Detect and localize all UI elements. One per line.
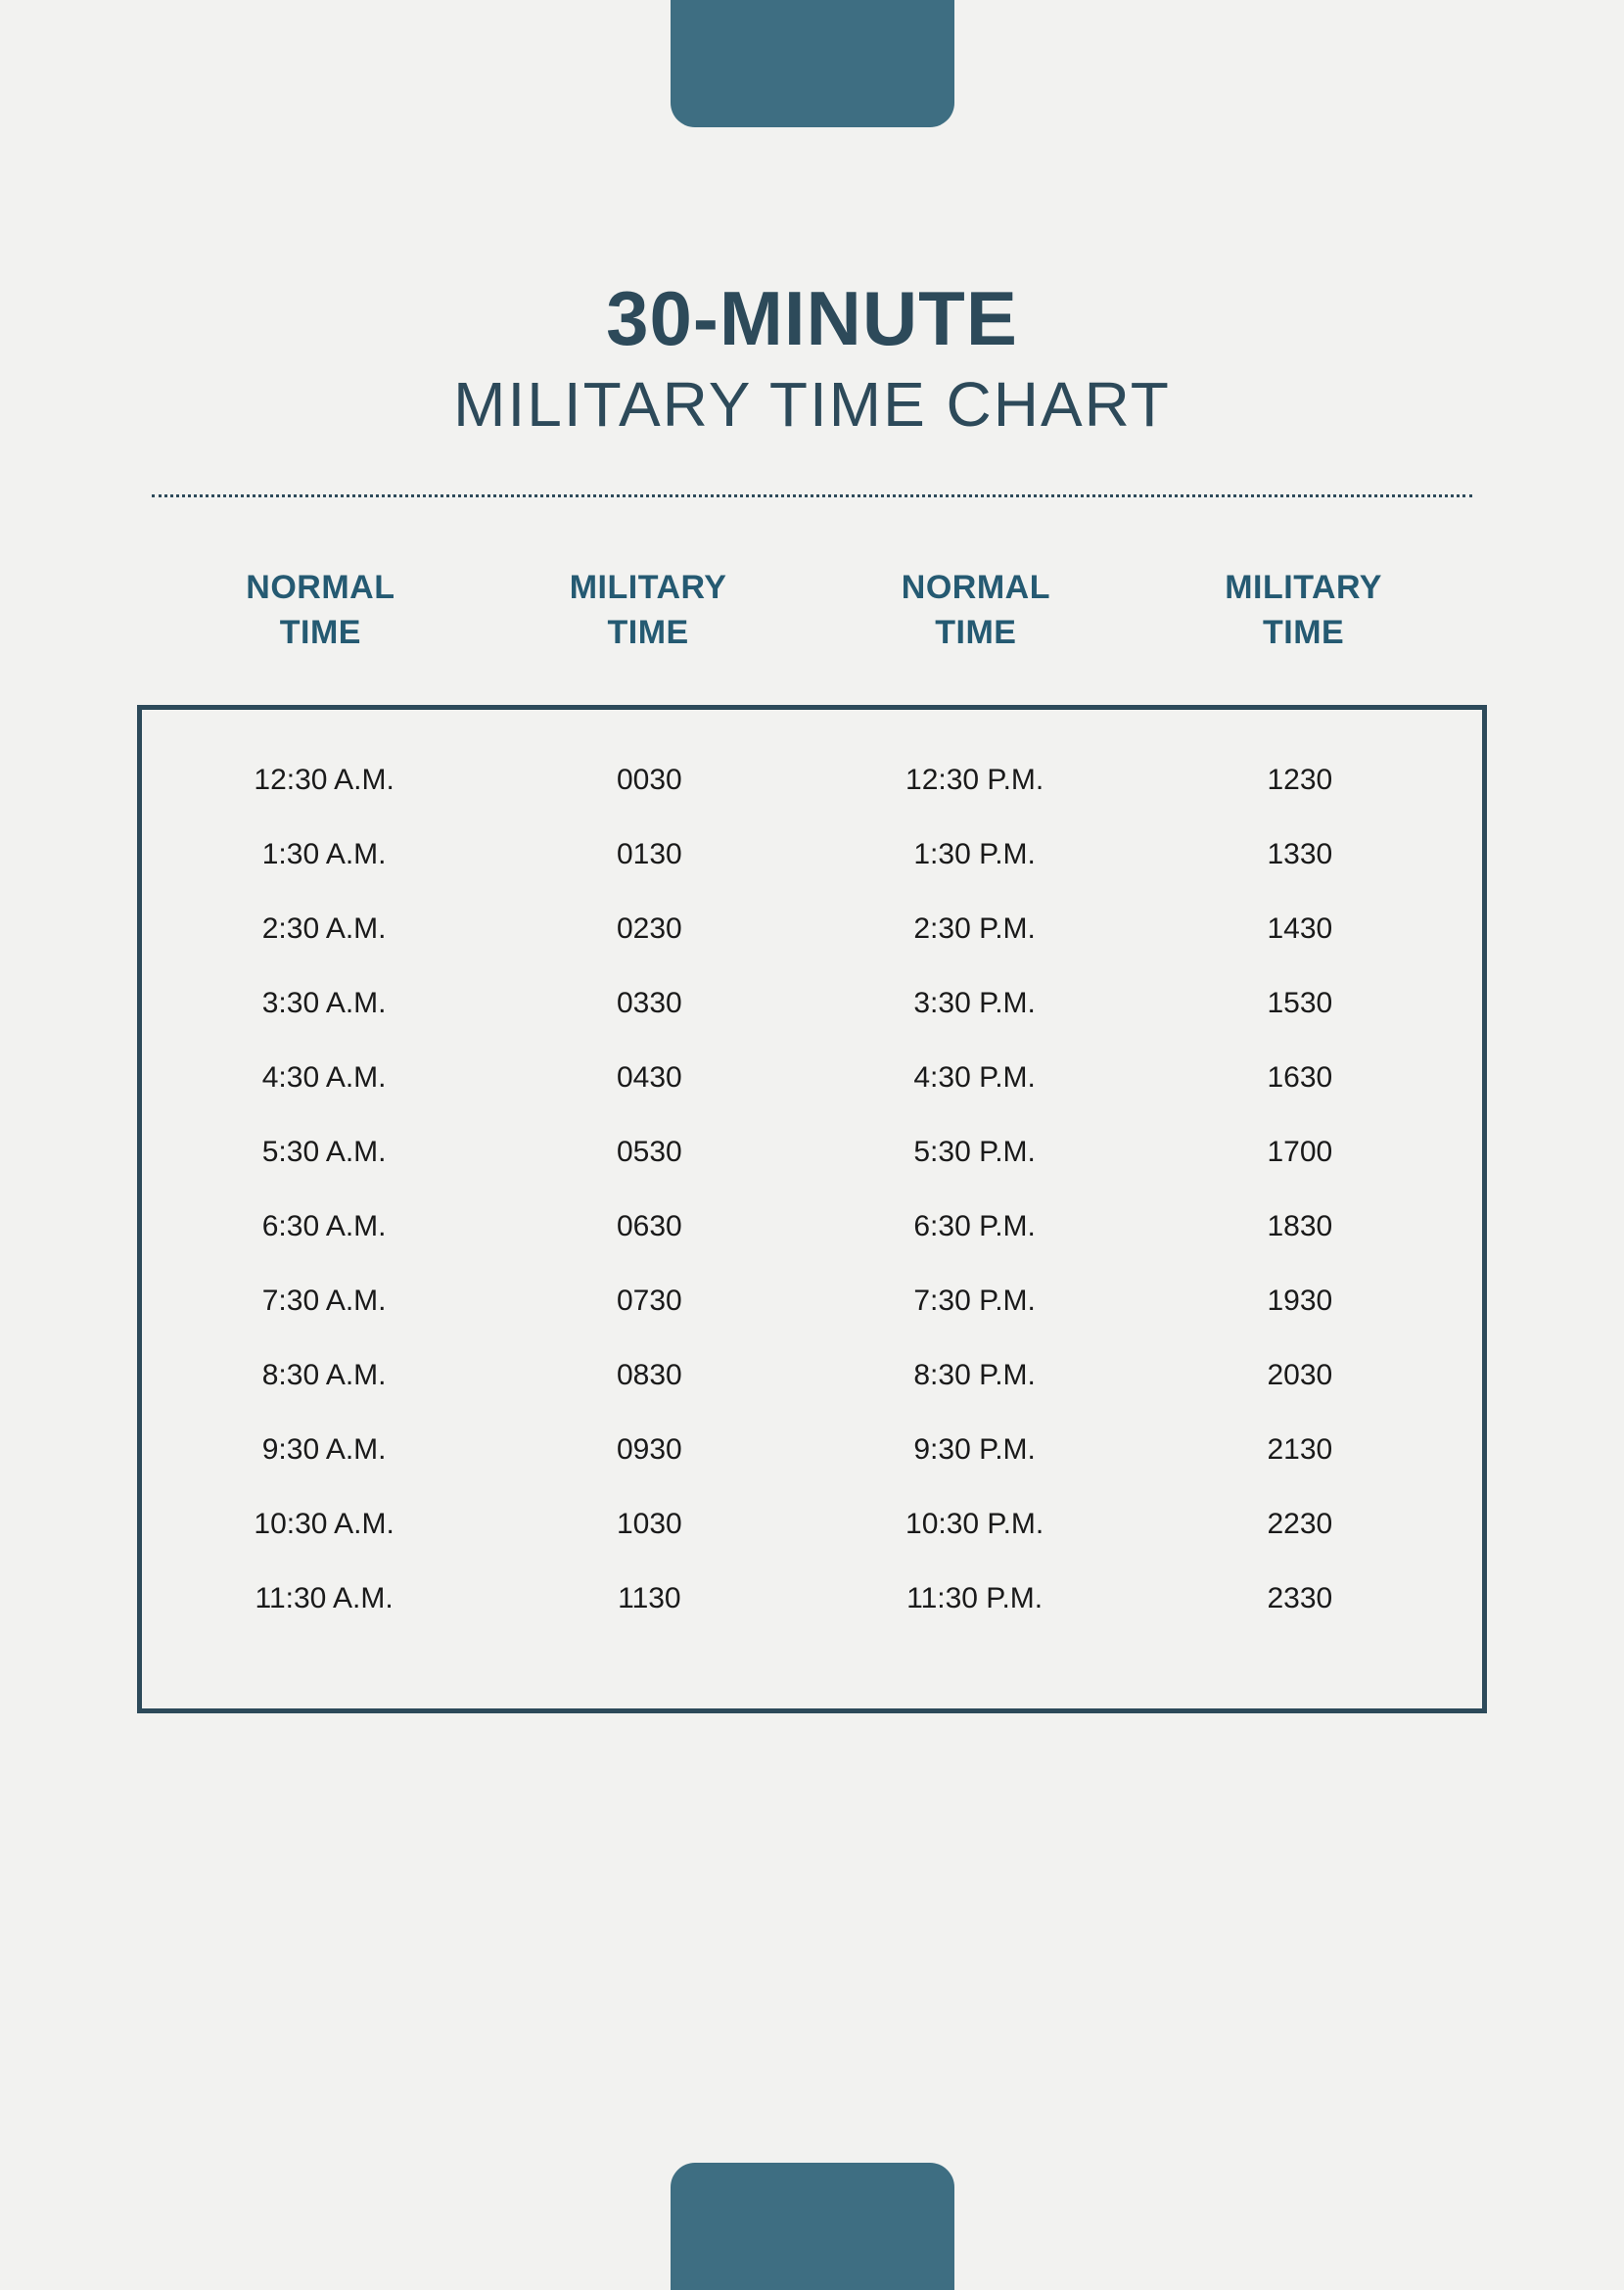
table-cell: 3:30 P.M. [812, 987, 1137, 1020]
table-row: 1:30 A.M.01301:30 P.M.1330 [162, 838, 1462, 871]
table-cell: 0230 [487, 912, 812, 946]
table-cell: 1330 [1137, 838, 1462, 871]
table-cell: 1630 [1137, 1061, 1462, 1095]
table-cell: 0530 [487, 1136, 812, 1169]
table-row: 8:30 A.M.08308:30 P.M.2030 [162, 1359, 1462, 1392]
table-cell: 4:30 A.M. [162, 1061, 487, 1095]
table-cell: 11:30 P.M. [812, 1582, 1137, 1615]
header-military-time-1: MILITARY TIME [485, 566, 812, 656]
table-cell: 3:30 A.M. [162, 987, 487, 1020]
title-main: 30-MINUTE [137, 274, 1487, 363]
table-cell: 1930 [1137, 1285, 1462, 1318]
table-row: 5:30 A.M.05305:30 P.M.1700 [162, 1136, 1462, 1169]
table-cell: 12:30 A.M. [162, 764, 487, 797]
table-cell: 1830 [1137, 1210, 1462, 1243]
table-cell: 10:30 A.M. [162, 1508, 487, 1541]
time-table: 12:30 A.M.003012:30 P.M.1230 1:30 A.M.013… [137, 705, 1487, 1713]
header-military-time-2: MILITARY TIME [1139, 566, 1467, 656]
table-cell: 0930 [487, 1433, 812, 1467]
table-row: 9:30 A.M.09309:30 P.M.2130 [162, 1433, 1462, 1467]
table-cell: 1700 [1137, 1136, 1462, 1169]
table-cell: 5:30 P.M. [812, 1136, 1137, 1169]
table-cell: 2030 [1137, 1359, 1462, 1392]
table-row: 3:30 A.M.03303:30 P.M.1530 [162, 987, 1462, 1020]
header-normal-time-1: NORMAL TIME [157, 566, 485, 656]
table-cell: 11:30 A.M. [162, 1582, 487, 1615]
table-cell: 0430 [487, 1061, 812, 1095]
header-label: NORMAL [246, 569, 394, 606]
table-cell: 5:30 A.M. [162, 1136, 487, 1169]
table-cell: 6:30 A.M. [162, 1210, 487, 1243]
table-row: 10:30 A.M.103010:30 P.M.2230 [162, 1508, 1462, 1541]
table-cell: 10:30 P.M. [812, 1508, 1137, 1541]
table-cell: 9:30 P.M. [812, 1433, 1137, 1467]
title-sub: MILITARY TIME CHART [137, 368, 1487, 441]
table-cell: 0830 [487, 1359, 812, 1392]
table-cell: 7:30 P.M. [812, 1285, 1137, 1318]
header-normal-time-2: NORMAL TIME [812, 566, 1140, 656]
table-cell: 8:30 A.M. [162, 1359, 487, 1392]
table-cell: 2:30 A.M. [162, 912, 487, 946]
header-label: MILITARY [570, 569, 727, 606]
table-cell: 2:30 P.M. [812, 912, 1137, 946]
table-row: 11:30 A.M.113011:30 P.M.2330 [162, 1582, 1462, 1615]
table-cell: 0730 [487, 1285, 812, 1318]
header-label: TIME [1263, 614, 1344, 651]
header-label: TIME [280, 614, 361, 651]
table-cell: 6:30 P.M. [812, 1210, 1137, 1243]
top-decorative-tab [671, 0, 954, 127]
header-label: NORMAL [902, 569, 1050, 606]
table-headers: NORMAL TIME MILITARY TIME NORMAL TIME MI… [137, 566, 1487, 656]
table-cell: 0030 [487, 764, 812, 797]
header-label: TIME [935, 614, 1016, 651]
header-label: MILITARY [1225, 569, 1382, 606]
table-cell: 0130 [487, 838, 812, 871]
table-cell: 1530 [1137, 987, 1462, 1020]
table-cell: 1430 [1137, 912, 1462, 946]
table-cell: 0630 [487, 1210, 812, 1243]
main-content: 30-MINUTE MILITARY TIME CHART NORMAL TIM… [0, 274, 1624, 1713]
table-cell: 2230 [1137, 1508, 1462, 1541]
table-row: 6:30 A.M.06306:30 P.M.1830 [162, 1210, 1462, 1243]
table-cell: 1:30 P.M. [812, 838, 1137, 871]
bottom-decorative-tab [671, 2163, 954, 2290]
table-cell: 2330 [1137, 1582, 1462, 1615]
table-cell: 7:30 A.M. [162, 1285, 487, 1318]
table-cell: 1030 [487, 1508, 812, 1541]
dotted-divider [152, 494, 1472, 497]
table-cell: 2130 [1137, 1433, 1462, 1467]
table-row: 12:30 A.M.003012:30 P.M.1230 [162, 764, 1462, 797]
table-cell: 1130 [487, 1582, 812, 1615]
table-row: 7:30 A.M.07307:30 P.M.1930 [162, 1285, 1462, 1318]
table-row: 4:30 A.M.04304:30 P.M.1630 [162, 1061, 1462, 1095]
table-cell: 8:30 P.M. [812, 1359, 1137, 1392]
table-cell: 1230 [1137, 764, 1462, 797]
header-label: TIME [608, 614, 689, 651]
table-cell: 4:30 P.M. [812, 1061, 1137, 1095]
table-cell: 1:30 A.M. [162, 838, 487, 871]
table-cell: 9:30 A.M. [162, 1433, 487, 1467]
table-row: 2:30 A.M.02302:30 P.M.1430 [162, 912, 1462, 946]
table-cell: 12:30 P.M. [812, 764, 1137, 797]
title-block: 30-MINUTE MILITARY TIME CHART [137, 274, 1487, 441]
table-cell: 0330 [487, 987, 812, 1020]
